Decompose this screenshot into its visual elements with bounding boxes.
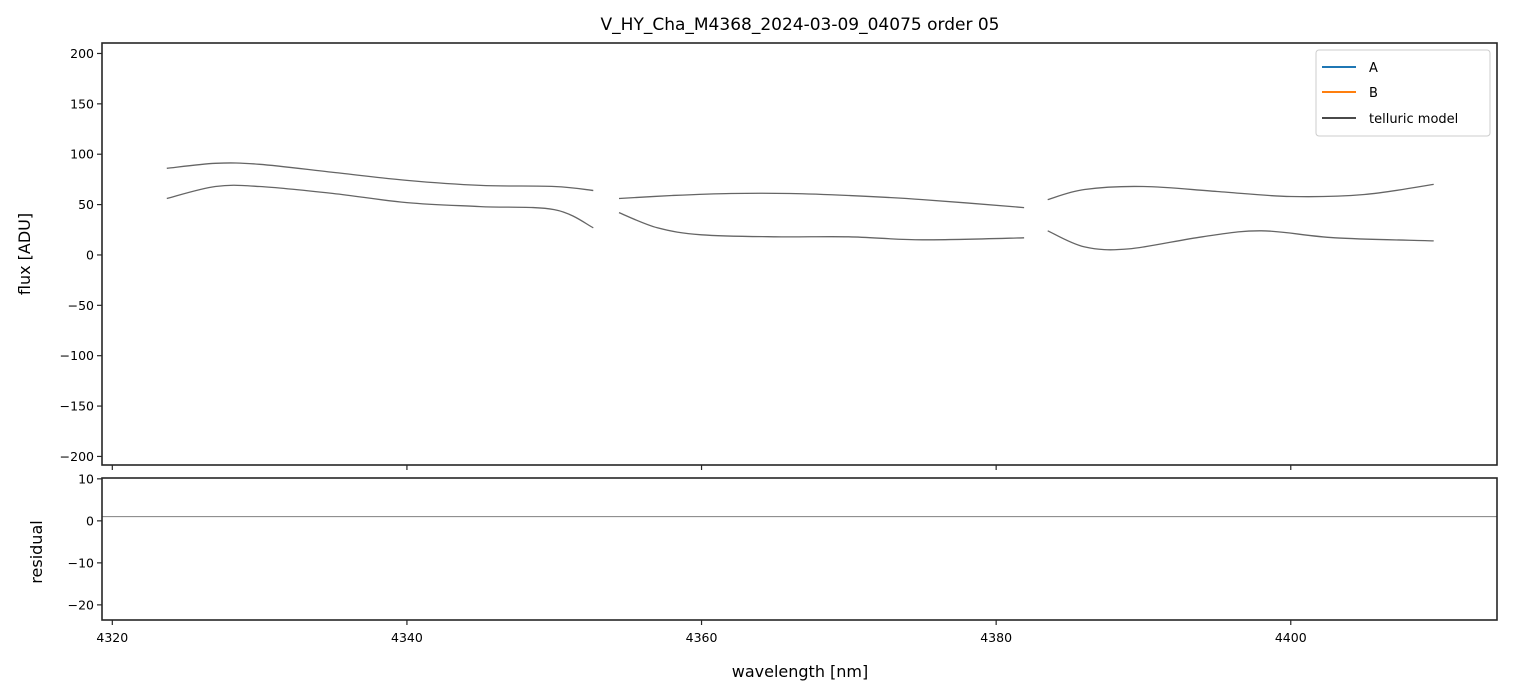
legend-entry-b: B [1322,86,1378,101]
telluric-model-curve-1 [166,162,594,192]
residual-plot-area [102,516,1497,518]
y-tick-label: 0 [86,513,94,528]
chart-title: V_HY_Cha_M4368_2024-03-09_04075 order 05 [601,15,1000,35]
legend-label-telluric: telluric model [1369,112,1458,127]
x-tick-label: 4320 [96,630,128,645]
y-tick-label: −50 [68,298,94,313]
flux-axes-frame [101,42,1498,466]
residual-y-label: residual [27,520,46,583]
y-tick-label: −150 [60,399,94,414]
flux-x-ticks [111,465,1292,470]
legend-entry-a: A [1322,61,1378,76]
x-tick-label: 4360 [686,630,718,645]
legend-label-a: A [1369,61,1378,76]
telluric-model-curve-6 [1047,230,1434,251]
residual-y-ticks: −20 −10 0 10 [68,471,102,612]
y-tick-label: 0 [86,247,94,262]
x-tick-label: 4400 [1275,630,1307,645]
telluric-model-curve-2 [166,184,594,229]
y-tick-label: 50 [78,197,94,212]
y-tick-label: 200 [70,46,94,61]
y-tick-label: −20 [68,597,94,612]
y-tick-label: −100 [60,348,94,363]
y-tick-label: 10 [78,471,94,486]
x-tick-label: 4340 [391,630,423,645]
telluric-model-curve-5 [1047,183,1434,201]
y-tick-label: −10 [68,555,94,570]
legend-entry-telluric: telluric model [1322,112,1458,127]
legend-box [1315,49,1491,137]
x-axis-label: wavelength [nm] [732,662,869,681]
y-tick-label: 100 [70,147,94,162]
residual-x-ticks: 4320 4340 4360 4380 4400 [96,620,1307,645]
legend-label-b: B [1369,86,1378,101]
x-tick-label: 4380 [980,630,1012,645]
y-tick-label: −200 [60,449,94,464]
y-tick-label: 150 [70,96,94,111]
flux-panel: −200 −150 −100 −50 0 50 100 150 200 flux [ADU] A… [15,42,1498,470]
residual-axes-frame [101,477,1498,621]
flux-y-label: flux [ADU] [15,213,34,295]
flux-y-ticks: −200 −150 −100 −50 0 50 100 150 200 [60,46,102,464]
flux-plot-area [166,162,1434,251]
legend: A B telluric model [1315,49,1491,137]
telluric-model-curve-3 [618,192,1025,209]
telluric-model-curve-4 [618,211,1025,241]
